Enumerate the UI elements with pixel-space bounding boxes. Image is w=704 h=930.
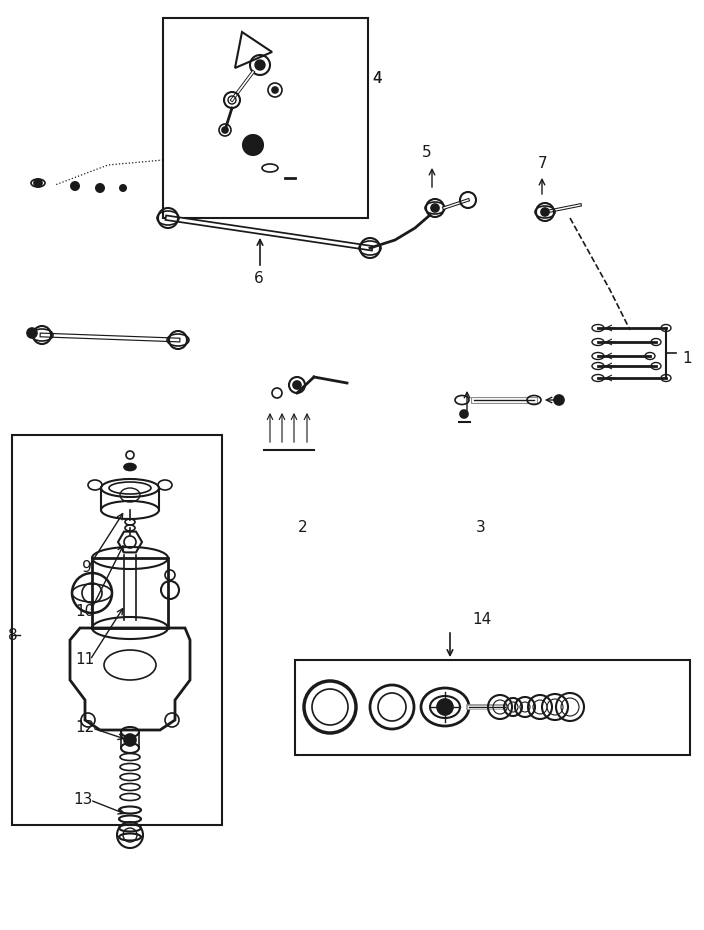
- Text: 5: 5: [422, 144, 432, 160]
- Text: 8: 8: [8, 628, 18, 643]
- Text: 14: 14: [472, 613, 491, 628]
- Bar: [295, 660, 690, 755]
- Circle shape: [222, 127, 228, 133]
- Circle shape: [119, 184, 127, 192]
- Bar: [92, 558, 168, 628]
- Circle shape: [431, 204, 439, 212]
- Text: 11: 11: [75, 653, 94, 668]
- Text: 3: 3: [476, 520, 486, 535]
- Text: 7: 7: [538, 155, 548, 170]
- Circle shape: [243, 135, 263, 155]
- Circle shape: [293, 381, 301, 389]
- Circle shape: [460, 410, 468, 418]
- Text: 4: 4: [372, 71, 382, 86]
- Text: 13: 13: [73, 792, 92, 807]
- Circle shape: [95, 183, 105, 193]
- Circle shape: [124, 734, 136, 746]
- Circle shape: [27, 328, 37, 338]
- Circle shape: [554, 395, 564, 405]
- Circle shape: [541, 208, 549, 216]
- Circle shape: [437, 699, 453, 715]
- Text: 9: 9: [82, 561, 92, 576]
- Text: 4: 4: [372, 71, 382, 86]
- Text: 1: 1: [682, 351, 691, 365]
- Bar: [12, 435, 222, 825]
- Text: 2: 2: [298, 521, 308, 536]
- Text: 6: 6: [254, 271, 264, 286]
- Ellipse shape: [124, 463, 136, 471]
- Circle shape: [272, 87, 278, 93]
- Circle shape: [70, 181, 80, 191]
- Bar: [163, 18, 368, 218]
- Circle shape: [255, 60, 265, 70]
- Text: 10: 10: [75, 604, 94, 619]
- Text: 12: 12: [75, 721, 94, 736]
- Circle shape: [34, 179, 42, 187]
